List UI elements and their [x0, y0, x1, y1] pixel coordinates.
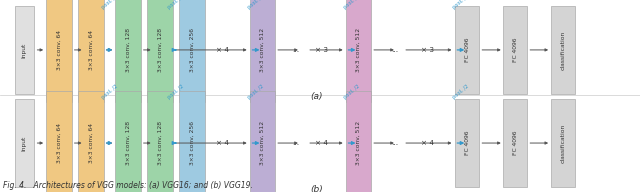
Bar — [78, 91, 104, 192]
Text: pool, /2: pool, /2 — [247, 84, 265, 100]
Bar — [15, 99, 34, 187]
Text: × 4: × 4 — [315, 140, 328, 146]
Text: 3×3 conv, 128: 3×3 conv, 128 — [157, 121, 163, 165]
Text: ...: ... — [292, 46, 300, 54]
Text: 3×3 conv, 64: 3×3 conv, 64 — [88, 30, 93, 70]
Bar — [346, 91, 371, 192]
Bar — [147, 91, 173, 192]
Text: FC 4096: FC 4096 — [465, 131, 470, 155]
Text: 3×3 conv, 256: 3×3 conv, 256 — [189, 28, 195, 72]
Text: 3×3 conv, 128: 3×3 conv, 128 — [125, 28, 131, 72]
Text: 3×3 conv, 64: 3×3 conv, 64 — [56, 30, 61, 70]
Text: pool, /2: pool, /2 — [100, 0, 118, 10]
Text: pool, /2: pool, /2 — [452, 84, 470, 100]
Text: pool, /2: pool, /2 — [247, 0, 265, 10]
Text: 3×3 conv, 128: 3×3 conv, 128 — [125, 121, 131, 165]
Text: FC 4096: FC 4096 — [513, 38, 518, 62]
Text: pool, /2: pool, /2 — [100, 84, 118, 100]
Text: × 4: × 4 — [216, 47, 229, 53]
Text: classification: classification — [561, 123, 566, 163]
Text: pool, /2: pool, /2 — [343, 84, 361, 100]
Text: × 3: × 3 — [315, 47, 328, 53]
Text: pool, /2: pool, /2 — [343, 0, 361, 10]
Bar — [115, 91, 141, 192]
Text: Fig. 4.   Architectures of VGG models: (a) VGG16; and (b) VGG19.: Fig. 4. Architectures of VGG models: (a)… — [3, 181, 253, 190]
Bar — [147, 0, 173, 102]
Text: ...: ... — [391, 139, 399, 147]
Text: ...: ... — [292, 139, 300, 147]
Text: × 3: × 3 — [421, 47, 434, 53]
Text: FC 4096: FC 4096 — [513, 131, 518, 155]
Bar — [346, 0, 371, 102]
Bar — [15, 6, 34, 94]
Text: 3×3 conv, 512: 3×3 conv, 512 — [356, 28, 361, 72]
Text: 3×3 conv, 64: 3×3 conv, 64 — [88, 123, 93, 163]
Bar — [551, 99, 575, 187]
Bar — [503, 99, 527, 187]
Text: 3×3 conv, 512: 3×3 conv, 512 — [260, 28, 265, 72]
Bar — [551, 6, 575, 94]
Text: 3×3 conv, 128: 3×3 conv, 128 — [157, 28, 163, 72]
Text: 3×3 conv, 512: 3×3 conv, 512 — [260, 121, 265, 165]
Text: (a): (a) — [310, 92, 323, 100]
Text: FC 4096: FC 4096 — [465, 38, 470, 62]
Text: × 4: × 4 — [421, 140, 434, 146]
Text: Input: Input — [22, 42, 27, 58]
Bar — [179, 0, 205, 102]
Text: (b): (b) — [310, 185, 323, 192]
Text: pool, /2: pool, /2 — [167, 84, 185, 100]
Text: × 4: × 4 — [216, 140, 229, 146]
Bar — [250, 0, 275, 102]
Text: pool, /2: pool, /2 — [167, 0, 185, 10]
Text: 3×3 conv, 256: 3×3 conv, 256 — [189, 121, 195, 165]
Bar — [503, 6, 527, 94]
Bar — [46, 0, 72, 102]
Text: pool, /2: pool, /2 — [452, 0, 470, 10]
Bar — [46, 91, 72, 192]
Bar — [250, 91, 275, 192]
Text: 3×3 conv, 512: 3×3 conv, 512 — [356, 121, 361, 165]
Bar — [455, 99, 479, 187]
Text: 3×3 conv, 64: 3×3 conv, 64 — [56, 123, 61, 163]
Bar — [78, 0, 104, 102]
Text: Input: Input — [22, 135, 27, 151]
Text: ...: ... — [391, 46, 399, 54]
Text: classification: classification — [561, 30, 566, 70]
Bar — [179, 91, 205, 192]
Bar — [455, 6, 479, 94]
Bar — [115, 0, 141, 102]
